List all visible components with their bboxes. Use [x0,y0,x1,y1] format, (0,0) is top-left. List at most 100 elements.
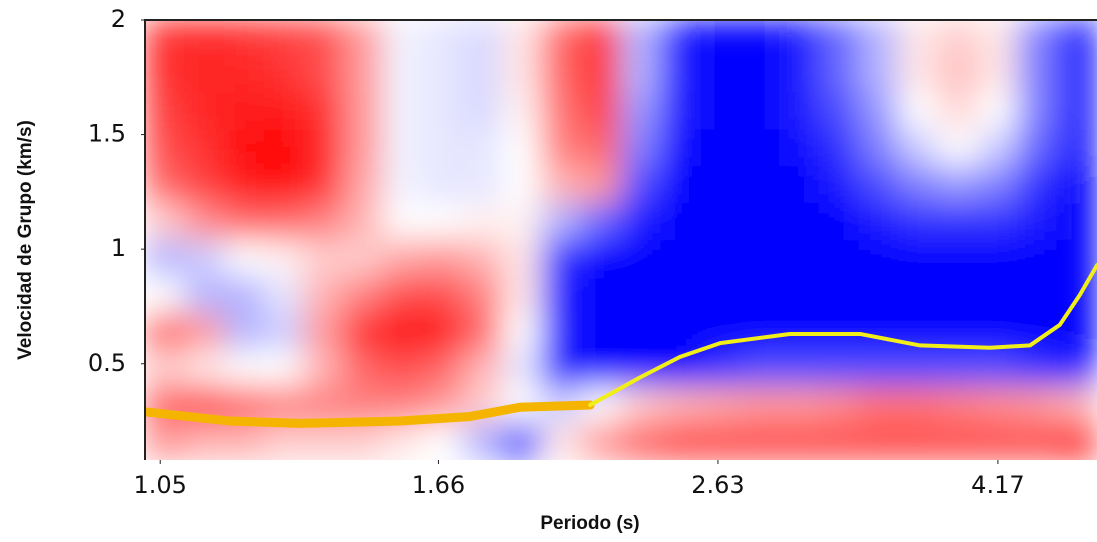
heatmap-cell [660,92,701,131]
heatmap-cell [1017,92,1058,131]
heatmap-cell [1056,276,1097,314]
heatmap-cell [818,276,860,314]
heatmap-cell [977,386,1019,424]
heatmap-cell [898,92,939,131]
heatmap-cell [184,276,225,314]
heatmap-cell [461,92,503,131]
heatmap-cell [263,276,305,314]
heatmap-cell [223,92,265,131]
heatmap-cell [580,129,622,168]
heatmap-cell [145,56,186,94]
heatmap-cell [303,56,344,94]
heatmap-cell [223,20,265,58]
heatmap-cell [1017,166,1058,204]
heatmap-cell [699,202,741,241]
heatmap-cell [937,129,979,168]
heatmap-cell [898,166,939,204]
heatmap-cell [580,422,622,460]
heatmap-cell [382,276,424,314]
heatmap-cell [145,276,186,314]
heatmap-cell [501,239,543,278]
heatmap-cell [779,129,820,168]
heatmap-cell [858,129,900,168]
heatmap-cell [660,56,701,94]
heatmap-cell [660,20,701,58]
heatmap-cell [263,92,305,131]
heatmap-cell [580,276,622,314]
heatmap-cell [184,202,225,241]
heatmap-cell [382,239,424,278]
heatmap-cell [461,276,503,314]
heatmap-cell [779,312,820,351]
heatmap-cell [382,129,424,168]
heatmap-cell [145,349,186,388]
heatmap-cell [1017,56,1058,94]
heatmap-cell [501,349,543,388]
heatmap-cell [1017,202,1058,241]
heatmap-cell [699,56,741,94]
heatmap-cell [184,422,225,460]
heatmap-cell [660,422,701,460]
heatmap-cell [303,349,344,388]
heatmap-cell [501,202,543,241]
heatmap-cell [620,276,662,314]
plot-area [145,20,1097,460]
heatmap-cell [779,92,820,131]
heatmap-cell [779,239,820,278]
heatmap-cell [303,276,344,314]
heatmap-cell [620,166,662,204]
heatmap-cell [977,166,1019,204]
heatmap-cell [898,386,939,424]
heatmap-cell [818,129,860,168]
heatmap-cell [620,129,662,168]
heatmap-cell [580,312,622,351]
heatmap-cell [303,202,344,241]
heatmap-cell [184,312,225,351]
heatmap-cell [858,92,900,131]
heatmap-cell [739,92,781,131]
heatmap-cell [184,166,225,204]
heatmap-cell [145,422,186,460]
heatmap-cell [779,422,820,460]
heatmap-cell [184,56,225,94]
heatmap-cell [699,20,741,58]
heatmap-cell [660,202,701,241]
heatmap-cell [1056,92,1097,131]
heatmap-cell [620,239,662,278]
heatmap-cell [461,129,503,168]
heatmap-cell [263,239,305,278]
heatmap-cell [461,312,503,351]
heatmap-cell [303,166,344,204]
heatmap-cell [342,349,384,388]
heatmap-cell [263,386,305,424]
heatmap-cell [303,422,344,460]
heatmap-cell [342,92,384,131]
heatmap-cell [303,312,344,351]
heatmap-cell [342,239,384,278]
dispersion-curve [145,400,595,428]
heatmap-cell [937,386,979,424]
heatmap-cell [699,166,741,204]
heatmap-cell [858,20,900,58]
heatmap-cell [223,276,265,314]
dispersion-curve [588,263,1097,407]
heatmap-cell [422,202,463,241]
heatmap-cell [739,20,781,58]
heatmap-cell [342,129,384,168]
heatmap-cell [699,422,741,460]
x-axis-title: Periodo (s) [540,513,639,534]
heatmap-cell [303,129,344,168]
heatmap-cell [977,312,1019,351]
heatmap-cell [422,166,463,204]
y-axis-title: Velocidad de Grupo (km/s) [15,120,36,360]
heatmap-cell [223,239,265,278]
x-tick-label: 1.05 [134,471,187,499]
heatmap-cell [858,349,900,388]
heatmap-cell [818,56,860,94]
heatmap-cell [223,202,265,241]
heatmap-cell [145,239,186,278]
heatmap-cell [779,349,820,388]
heatmap-cell [382,92,424,131]
heatmap-cell [1017,349,1058,388]
